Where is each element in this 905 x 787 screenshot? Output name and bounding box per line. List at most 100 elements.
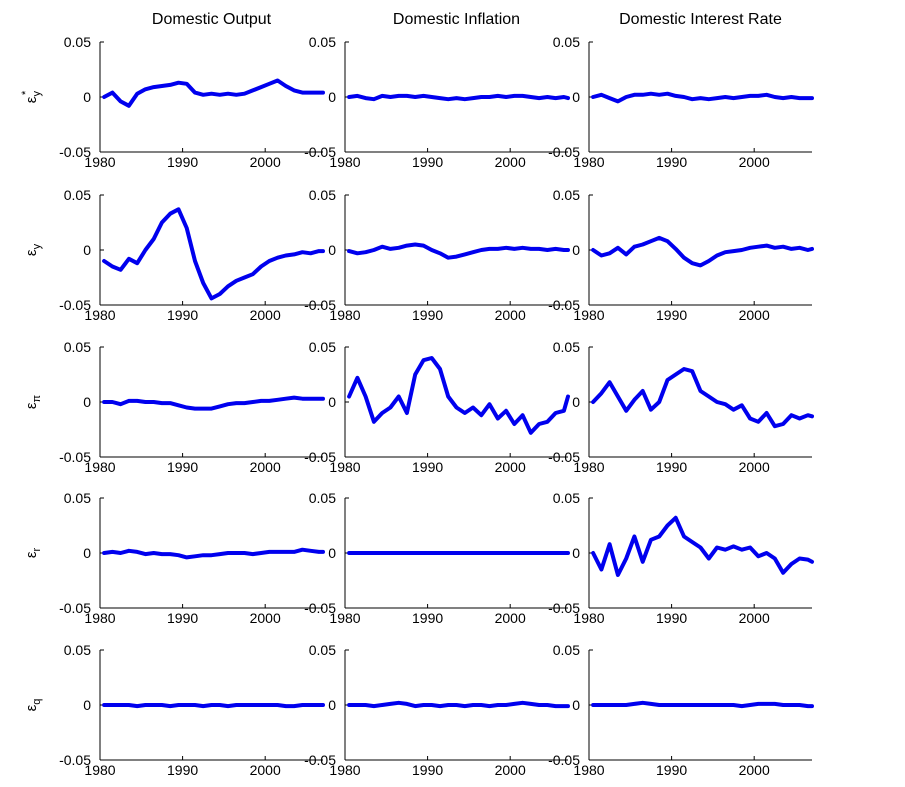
row-label-subscript: y [31,243,43,249]
x-tick-label: 1980 [573,307,604,323]
row-label-symbol: ε [23,402,40,409]
y-tick-label: 0 [328,89,336,105]
x-tick-label: 2000 [250,459,281,475]
panel-r4-c1: -0.05 0 0.05 1980 1990 2000 [304,642,570,778]
y-tick-label: 0.05 [309,187,336,203]
x-tick-label: 1980 [84,459,115,475]
y-tick-label: -0.05 [304,297,336,313]
y-tick-label: -0.05 [59,144,91,160]
row-label: εy [23,243,43,256]
panel-r0-c2: -0.05 0 0.05 1980 1990 2000 [548,34,814,170]
x-tick-label: 1980 [329,459,360,475]
x-tick-label: 1990 [656,307,687,323]
y-tick-label: 0 [83,89,91,105]
x-tick-label: 1980 [573,610,604,626]
y-tick-label: 0.05 [309,642,336,658]
x-tick-label: 1980 [573,154,604,170]
y-tick-label: 0.05 [64,490,91,506]
y-tick-label: 0.05 [309,34,336,50]
y-tick-label: -0.05 [548,297,580,313]
y-tick-label: 0 [328,242,336,258]
panel-r0-c0: -0.05 0 0.05 1980 1990 2000 [59,34,325,170]
x-tick-label: 2000 [739,307,770,323]
row-label: εr [23,547,43,558]
y-tick-label: 0 [328,394,336,410]
y-tick-label: 0 [572,697,580,713]
y-tick-label: -0.05 [59,297,91,313]
y-tick-label: -0.05 [59,752,91,768]
series-line [591,91,814,104]
x-tick-label: 1990 [656,459,687,475]
y-tick-label: -0.05 [548,449,580,465]
x-tick-label: 2000 [495,307,526,323]
y-tick-label: 0 [83,394,91,410]
y-tick-label: 0.05 [553,339,580,355]
panel-r0-c1: -0.05 0 0.05 1980 1990 2000 [304,34,570,170]
x-tick-label: 1990 [656,610,687,626]
series-line [102,703,325,709]
row-label-subscript: π [31,394,43,402]
x-tick-label: 1980 [84,307,115,323]
y-tick-label: -0.05 [304,600,336,616]
y-tick-label: 0 [572,89,580,105]
row-label-symbol: ε [23,704,40,711]
row-label-subscript: q [31,699,43,705]
panel-r3-c1: -0.05 0 0.05 1980 1990 2000 [304,490,570,626]
y-tick-label: -0.05 [548,144,580,160]
x-tick-label: 1980 [84,154,115,170]
x-tick-label: 2000 [739,762,770,778]
y-tick-label: 0.05 [64,34,91,50]
x-tick-label: 1990 [167,307,198,323]
x-tick-label: 2000 [739,610,770,626]
column-title: Domestic Output [152,11,272,28]
row-label-subscript: y [31,91,43,97]
y-tick-label: 0 [83,545,91,561]
y-tick-label: 0 [572,242,580,258]
y-tick-label: -0.05 [304,449,336,465]
y-tick-label: -0.05 [304,144,336,160]
panel-r4-c2: -0.05 0 0.05 1980 1990 2000 [548,642,814,778]
x-tick-label: 1980 [573,762,604,778]
y-tick-label: 0.05 [64,642,91,658]
x-tick-label: 1980 [329,154,360,170]
x-tick-label: 2000 [739,154,770,170]
x-tick-label: 2000 [250,307,281,323]
x-tick-label: 1990 [412,762,443,778]
x-tick-label: 1990 [412,459,443,475]
y-tick-label: 0.05 [309,339,336,355]
panel-r3-c2: -0.05 0 0.05 1980 1990 2000 [548,490,814,626]
x-tick-label: 1990 [656,154,687,170]
x-tick-label: 1980 [84,762,115,778]
y-tick-label: 0 [572,394,580,410]
svg-text:εq: εq [23,699,43,712]
x-tick-label: 2000 [495,459,526,475]
x-tick-label: 1980 [329,610,360,626]
y-tick-label: 0.05 [553,490,580,506]
row-label: εq [23,699,43,712]
x-tick-label: 2000 [250,762,281,778]
series-line [591,235,814,268]
panel-r4-c0: -0.05 0 0.05 1980 1990 2000 [59,642,325,778]
series-line [591,700,814,709]
y-tick-label: 0.05 [64,339,91,355]
series-line [102,395,325,411]
svg-text:εy: εy [23,243,43,256]
series-line [347,242,570,260]
column-title: Domestic Inflation [393,11,520,28]
y-tick-label: 0.05 [553,34,580,50]
y-tick-label: 0.05 [553,642,580,658]
x-tick-label: 1980 [329,307,360,323]
panel-r1-c0: -0.05 0 0.05 1980 1990 2000 [59,187,325,323]
row-label: επ [23,394,43,409]
series-line [591,367,814,429]
series-line [102,547,325,560]
x-tick-label: 2000 [250,610,281,626]
series-line [347,93,570,102]
series-line [591,515,814,577]
row-label-symbol: ε [23,249,40,256]
y-tick-label: -0.05 [59,600,91,616]
y-tick-label: 0.05 [553,187,580,203]
panel-r1-c1: -0.05 0 0.05 1980 1990 2000 [304,187,570,323]
y-tick-label: -0.05 [548,752,580,768]
series-line [347,356,570,435]
